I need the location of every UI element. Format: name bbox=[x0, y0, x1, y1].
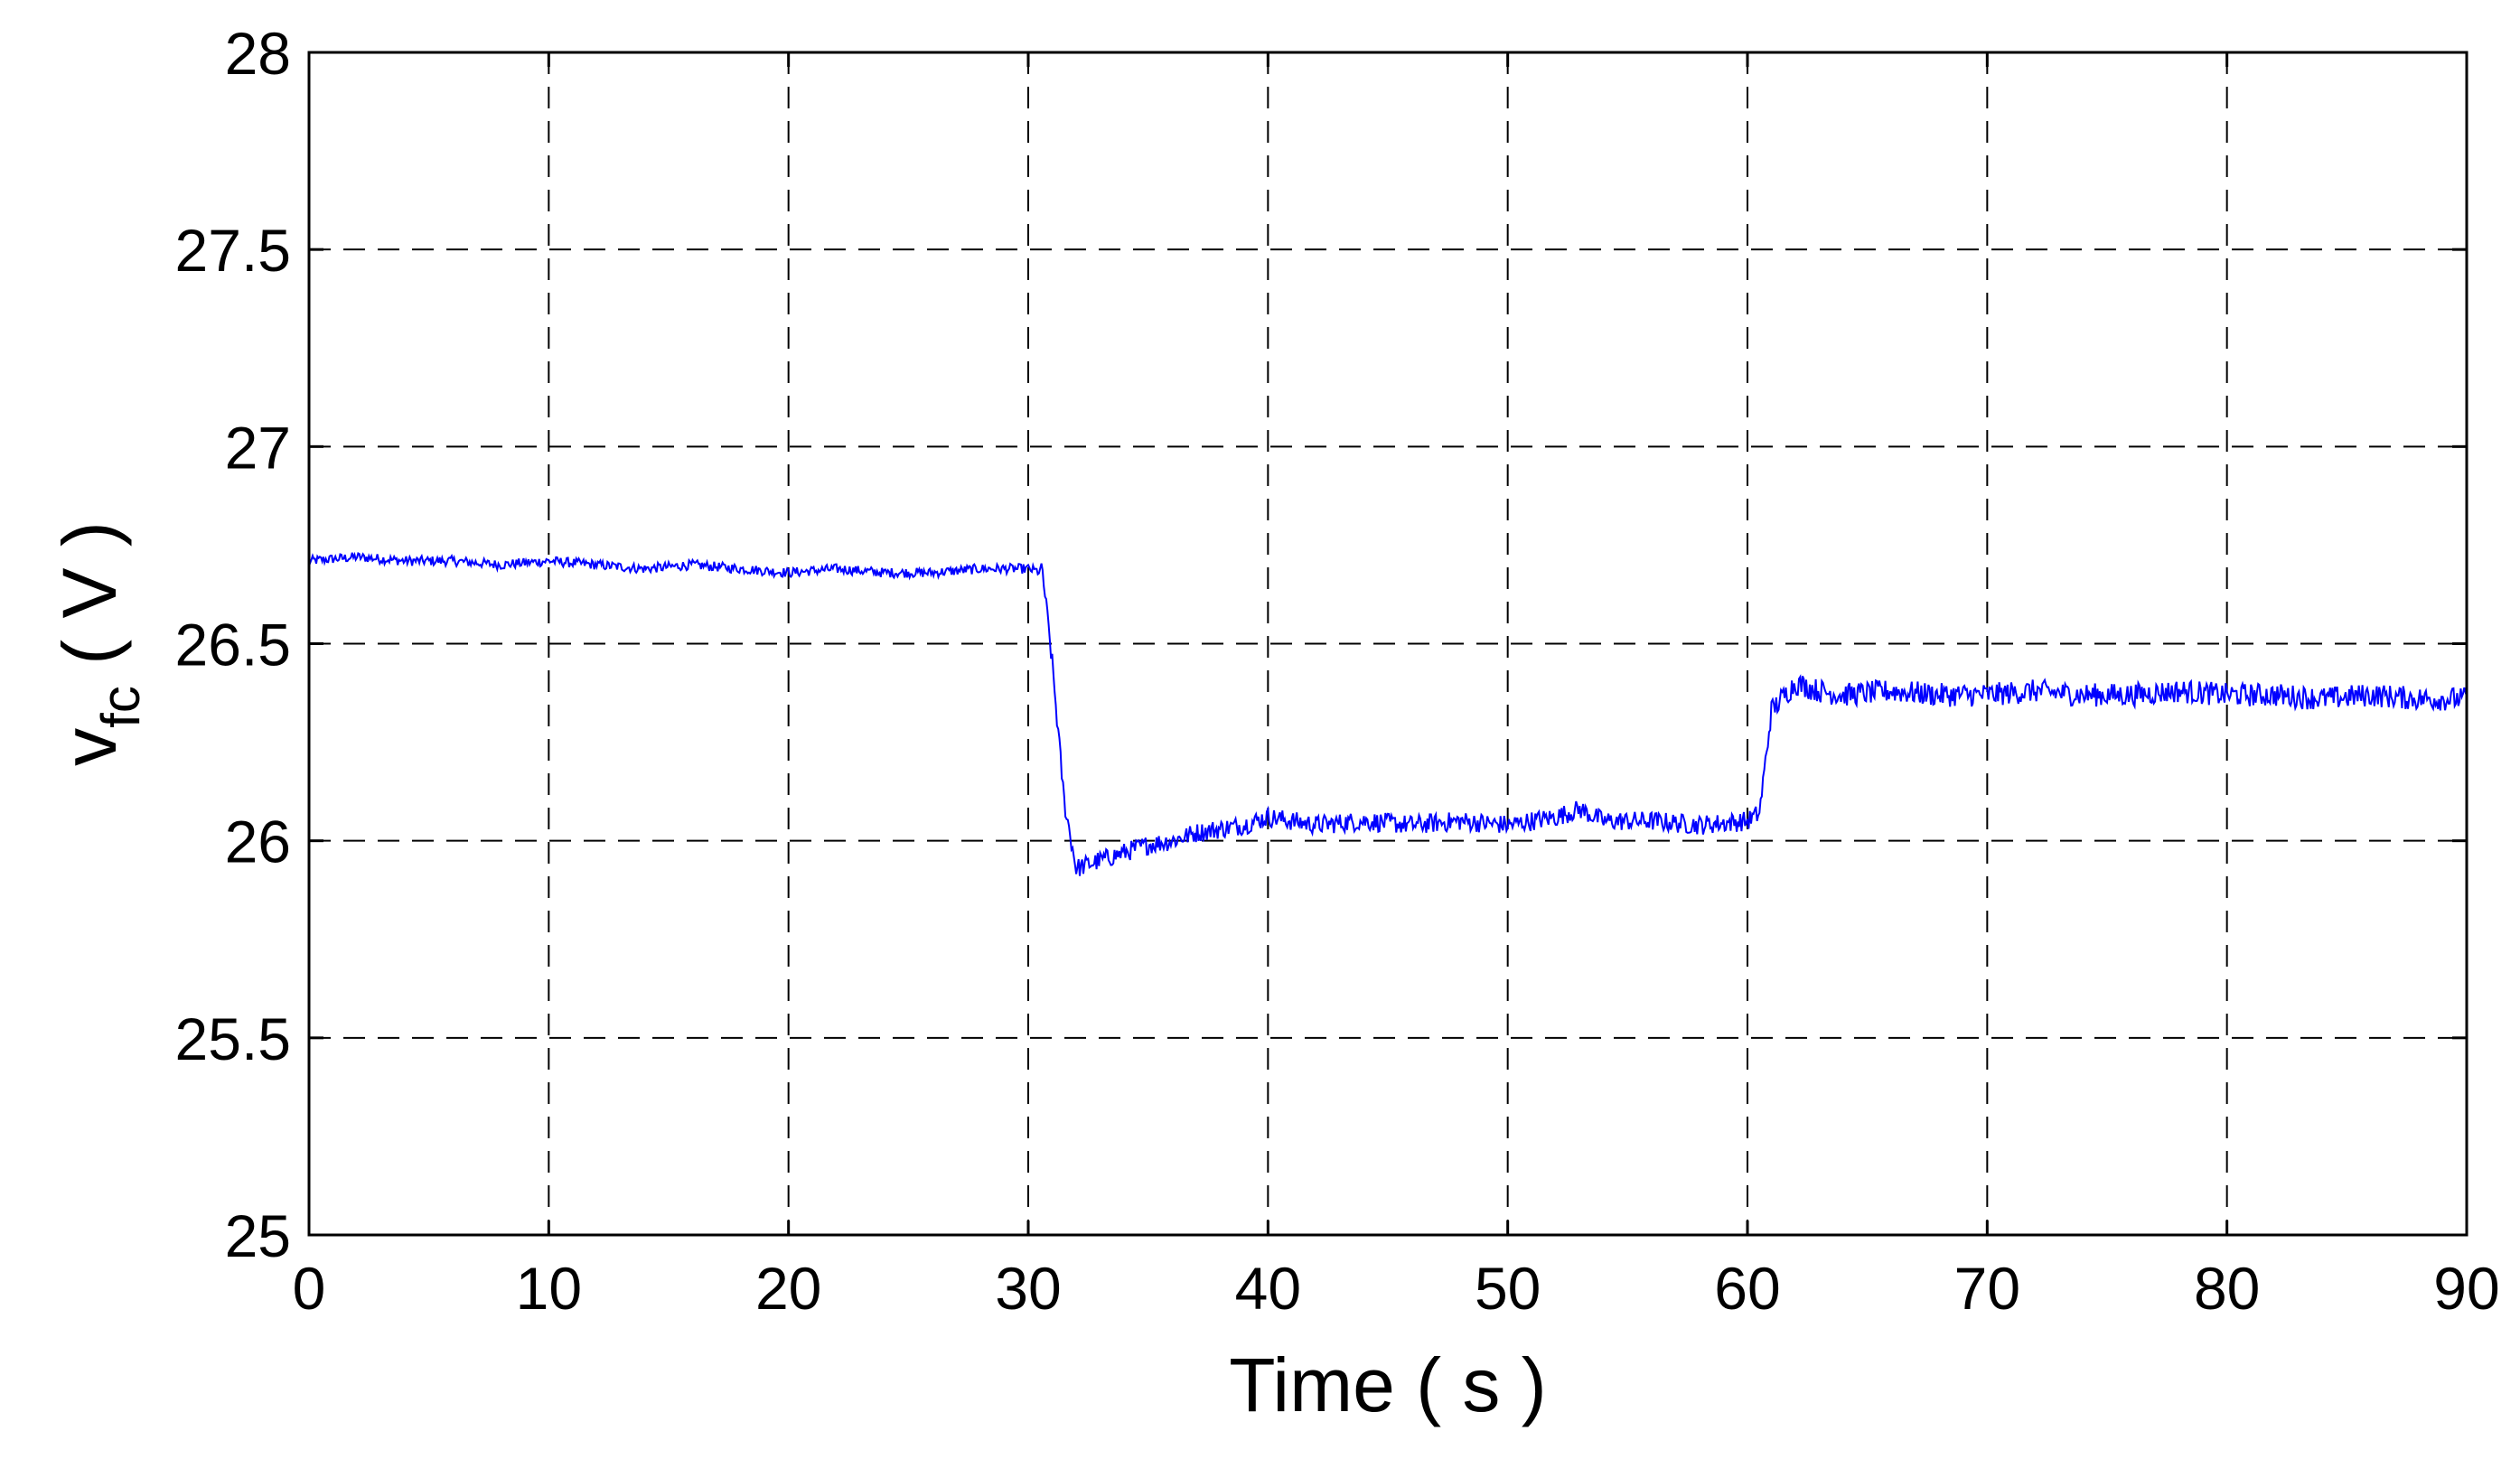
y-tick-labels: 25 25.5 26 26.5 27 27.5 28 bbox=[175, 20, 291, 1269]
y-tick-label: 25 bbox=[225, 1202, 291, 1269]
y-axis-title-symbol: v bbox=[47, 728, 132, 766]
y-tick-label: 26.5 bbox=[175, 612, 291, 678]
x-tick-label: 20 bbox=[755, 1255, 821, 1322]
x-tick-labels: 0 10 20 30 40 50 60 70 80 90 bbox=[293, 1255, 2500, 1322]
x-tick-label: 0 bbox=[293, 1255, 326, 1322]
x-tick-label: 90 bbox=[2433, 1255, 2499, 1322]
series-layer bbox=[308, 551, 2468, 876]
x-tick-label: 70 bbox=[1954, 1255, 2020, 1322]
ticks bbox=[307, 51, 2468, 1237]
x-tick-label: 40 bbox=[1235, 1255, 1301, 1322]
y-tick-label: 27.5 bbox=[175, 217, 291, 284]
y-tick-label: 25.5 bbox=[175, 1005, 291, 1072]
x-tick-label: 60 bbox=[1714, 1255, 1780, 1322]
y-axis-title: vfc ( V ) bbox=[47, 521, 151, 766]
y-axis-title-unit: ( V ) bbox=[47, 521, 132, 686]
x-tick-label: 50 bbox=[1475, 1255, 1541, 1322]
data-series-line bbox=[308, 551, 2468, 876]
grid bbox=[309, 52, 2467, 1235]
y-tick-label: 28 bbox=[225, 20, 291, 87]
x-tick-label: 10 bbox=[516, 1255, 582, 1322]
x-tick-label: 80 bbox=[2194, 1255, 2260, 1322]
y-tick-label: 26 bbox=[225, 809, 291, 875]
x-tick-label: 30 bbox=[995, 1255, 1061, 1322]
y-axis-title-subscript: fc bbox=[90, 686, 151, 728]
y-tick-label: 27 bbox=[225, 414, 291, 481]
x-axis-title: Time ( s ) bbox=[1229, 1342, 1547, 1427]
